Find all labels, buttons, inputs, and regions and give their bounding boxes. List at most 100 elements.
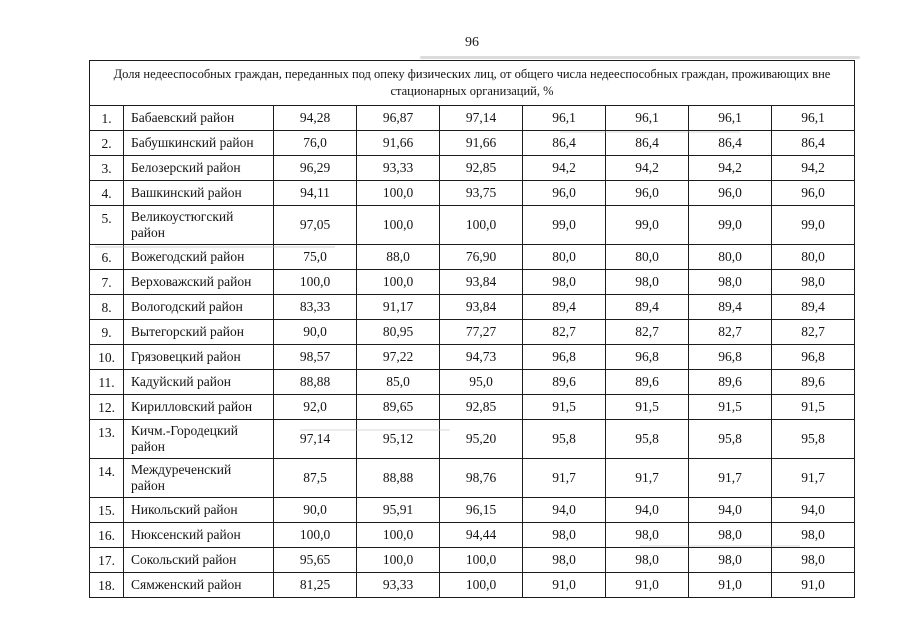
row-number: 9. [89,319,124,345]
value-cell: 93,33 [356,155,440,181]
value-cell: 94,0 [771,497,855,523]
value-cell: 91,7 [522,458,606,498]
value-cell: 91,5 [605,394,689,420]
value-cell: 97,14 [273,419,357,459]
value-cell: 98,0 [522,547,606,573]
value-cell: 91,66 [356,130,440,156]
value-cell: 89,6 [605,369,689,395]
value-cell: 76,90 [439,244,523,270]
value-cell: 98,0 [688,522,772,548]
row-number: 1. [89,105,124,131]
value-cell: 88,88 [273,369,357,395]
value-cell: 98,0 [605,269,689,295]
value-cell: 80,0 [771,244,855,270]
row-number: 17. [89,547,124,573]
row-number: 4. [89,180,124,206]
value-cell: 96,15 [439,497,523,523]
value-cell: 96,87 [356,105,440,131]
value-cell: 99,0 [771,205,855,245]
value-cell: 100,0 [356,269,440,295]
value-cell: 81,25 [273,572,357,598]
value-cell: 82,7 [605,319,689,345]
value-cell: 98,76 [439,458,523,498]
value-cell: 98,0 [688,269,772,295]
value-cell: 93,75 [439,180,523,206]
value-cell: 89,4 [688,294,772,320]
value-cell: 75,0 [273,244,357,270]
row-number: 13. [89,419,124,459]
value-cell: 94,73 [439,344,523,370]
row-number: 3. [89,155,124,181]
value-cell: 94,11 [273,180,357,206]
value-cell: 83,33 [273,294,357,320]
value-cell: 91,17 [356,294,440,320]
value-cell: 95,91 [356,497,440,523]
district-name: Великоустюгский район [123,205,274,245]
row-number: 12. [89,394,124,420]
table-header-row: Доля недееспособных граждан, переданных … [89,60,855,106]
district-name: Грязовецкий район [123,344,274,370]
district-name: Вытегорский район [123,319,274,345]
table-row: 16. Нюксенский район 100,0 100,0 94,44 98,0 98… [89,522,855,548]
value-cell: 97,05 [273,205,357,245]
value-cell: 89,6 [522,369,606,395]
row-number: 6. [89,244,124,270]
value-cell: 85,0 [356,369,440,395]
value-cell: 96,8 [771,344,855,370]
value-cell: 82,7 [522,319,606,345]
value-cell: 100,0 [273,269,357,295]
value-cell: 91,7 [771,458,855,498]
value-cell: 82,7 [771,319,855,345]
value-cell: 91,66 [439,130,523,156]
value-cell: 98,0 [605,547,689,573]
value-cell: 86,4 [771,130,855,156]
table-row: 17. Сокольский район 95,65 100,0 100,0 98,0 98… [89,547,855,573]
value-cell: 98,0 [771,522,855,548]
table-row: 7. Верховажский район 100,0 100,0 93,84 98,0 9… [89,269,855,295]
value-cell: 91,5 [771,394,855,420]
value-cell: 86,4 [605,130,689,156]
value-cell: 96,0 [522,180,606,206]
value-cell: 98,57 [273,344,357,370]
value-cell: 91,0 [688,572,772,598]
value-cell: 91,7 [688,458,772,498]
row-number: 14. [89,458,124,498]
value-cell: 96,1 [522,105,606,131]
row-number: 7. [89,269,124,295]
district-name: Сокольский район [123,547,274,573]
value-cell: 96,8 [688,344,772,370]
table-row: 4. Вашкинский район 94,11 100,0 93,75 96,0 96,… [89,180,855,206]
table-row: 13. Кичм.-Городецкий район 97,14 95,12 95,20… [89,419,855,459]
value-cell: 94,0 [688,497,772,523]
value-cell: 96,8 [522,344,606,370]
table-row: 5. Великоустюгский район 97,05 100,0 100,0 99… [89,205,855,245]
value-cell: 97,14 [439,105,523,131]
value-cell: 95,20 [439,419,523,459]
value-cell: 100,0 [439,572,523,598]
value-cell: 88,0 [356,244,440,270]
district-name: Белозерский район [123,155,274,181]
value-cell: 96,8 [605,344,689,370]
value-cell: 93,33 [356,572,440,598]
value-cell: 96,1 [771,105,855,131]
district-name: Нюксенский район [123,522,274,548]
value-cell: 98,0 [688,547,772,573]
value-cell: 96,0 [605,180,689,206]
value-cell: 86,4 [522,130,606,156]
value-cell: 90,0 [273,319,357,345]
row-number: 18. [89,572,124,598]
scan-artifact [420,56,860,59]
table-row: 9. Вытегорский район 90,0 80,95 77,27 82,7 82,… [89,319,855,345]
row-number: 16. [89,522,124,548]
value-cell: 89,6 [688,369,772,395]
value-cell: 96,1 [605,105,689,131]
value-cell: 98,0 [771,269,855,295]
value-cell: 80,95 [356,319,440,345]
table-row: 8. Вологодский район 83,33 91,17 93,84 89,4 89… [89,294,855,320]
row-number: 10. [89,344,124,370]
table-row: 18. Сямженский район 81,25 93,33 100,0 91,0 91… [89,572,855,598]
value-cell: 100,0 [439,205,523,245]
row-number: 8. [89,294,124,320]
value-cell: 91,0 [771,572,855,598]
